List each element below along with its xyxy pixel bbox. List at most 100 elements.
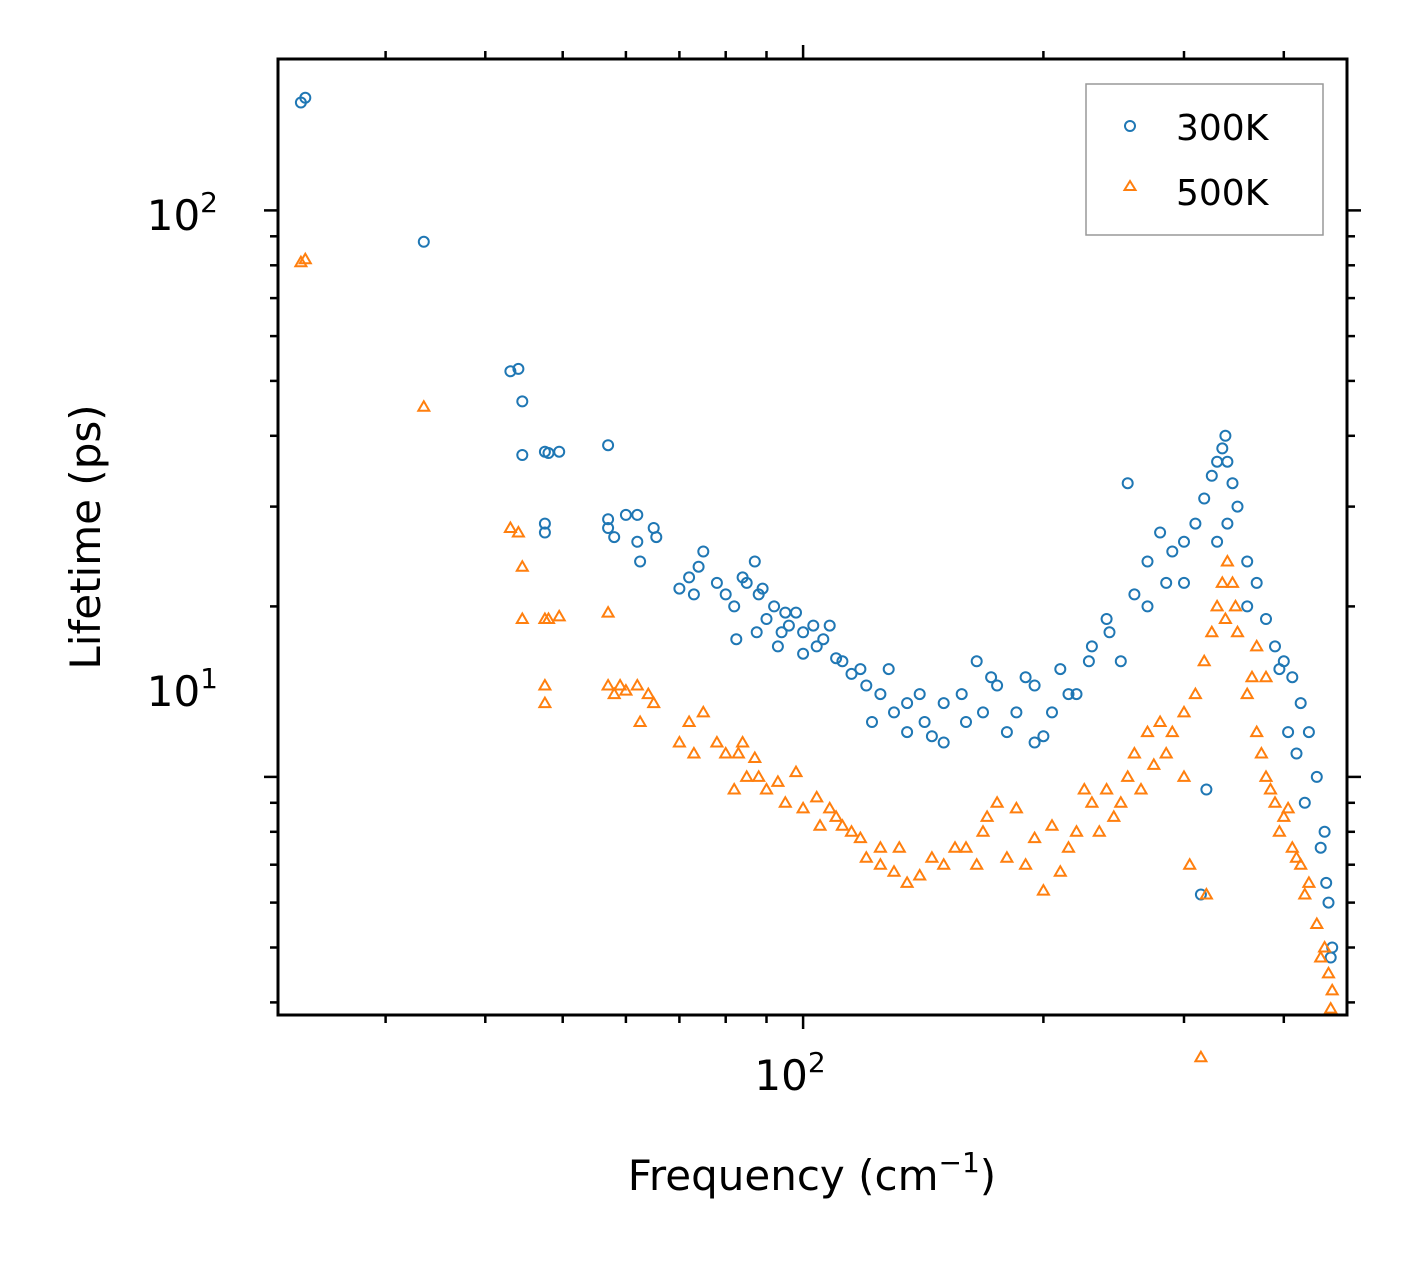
data-point-300K-28 [728,600,741,613]
data-point-500K-14 [606,686,622,700]
data-point-500K-2 [416,399,432,412]
data-point-500K-44 [969,857,984,870]
data-point-500K-59 [1188,686,1203,700]
data-point-500K-16 [618,683,634,696]
data-point-500K-76 [1317,940,1332,953]
data-point-300K-88 [1322,896,1335,909]
data-point-300K-58 [1037,730,1050,743]
data-point-300K-10 [538,517,551,530]
data-point-300K-43 [854,663,867,676]
data-point-500K-54 [1127,746,1142,759]
data-point-500K-8 [541,611,556,624]
data-point-300K-3 [504,365,517,378]
y-tick-10-exp: 1 [200,662,218,695]
legend: 300K 500K [1085,83,1324,236]
data-point-500K-101 [835,818,850,831]
data-point-500K-51 [1084,795,1100,808]
data-point-300K-112 [985,671,998,684]
data-point-500K-86 [1120,769,1135,782]
data-point-300K-92 [1121,477,1134,490]
data-point-300K-107 [1082,655,1095,668]
data-point-300K-22 [673,582,686,595]
data-point-500K-12 [600,605,616,618]
data-point-500K-67 [1239,686,1255,700]
data-point-500K-3 [503,520,518,533]
data-point-500K-43 [958,840,974,853]
data-point-500K-73 [1293,857,1308,870]
data-point-500K-31 [759,782,774,795]
data-point-300K-66 [1154,526,1167,539]
data-point-300K-119 [845,667,858,680]
data-point-500K-90 [1061,840,1076,853]
data-point-500K-107 [735,735,750,748]
data-point-500K-23 [686,746,702,759]
x-tick-100-base: 10 [754,1051,807,1100]
data-point-500K-56 [1152,714,1168,727]
data-point-300K-31 [748,555,761,568]
data-point-500K-110 [1244,669,1260,683]
data-point-300K-13 [602,513,615,526]
data-point-300K-52 [970,655,983,668]
data-point-500K-36 [844,824,859,837]
data-point-300K-40 [810,640,823,653]
data-point-300K-18 [631,535,644,548]
data-point-300K-85 [1302,726,1315,739]
data-point-300K-68 [1178,535,1190,548]
x-axis-label: Frequency (cm−1) [628,1146,996,1200]
data-point-300K-84 [1294,697,1307,710]
data-point-300K-95 [1273,663,1286,676]
data-point-500K-87 [1106,809,1122,822]
data-point-300K-65 [1141,555,1154,568]
svg-text:101: 101 [147,662,218,716]
data-point-500K-35 [828,809,844,822]
data-point-500K-30 [751,769,766,782]
data-point-300K-17 [631,508,644,521]
data-point-500K-61 [1204,624,1220,638]
data-point-300K-80 [1260,613,1272,625]
data-point-500K-80 [1199,887,1214,900]
data-point-300K-63 [1114,655,1127,668]
data-point-300K-103 [1211,535,1224,548]
data-point-300K-121 [817,633,830,646]
data-point-300K-54 [991,679,1004,692]
data-point-500K-102 [822,800,837,814]
data-point-500K-53 [1113,795,1129,808]
data-point-500K-17 [630,678,645,691]
data-point-300K-9 [553,445,566,458]
data-point-300K-125 [768,600,781,613]
data-point-500K-0 [293,254,309,268]
data-point-500K-74 [1301,875,1317,888]
data-point-300K-50 [937,697,950,710]
data-point-300K-71 [1205,469,1218,482]
data-point-300K-34 [760,613,773,625]
data-point-300K-113 [955,688,968,701]
data-point-500K-32 [778,795,793,808]
data-point-300K-127 [736,571,749,584]
data-point-500K-1 [298,251,313,265]
data-point-300K-4 [512,362,525,375]
data-point-500K-40 [899,875,915,888]
data-point-500K-112 [1263,782,1278,795]
data-point-500K-63 [1215,575,1230,588]
data-point-300K-15 [602,522,615,534]
data-point-300K-124 [775,626,788,639]
data-point-500K-117 [1313,950,1328,963]
data-point-500K-85 [1133,782,1149,795]
data-point-300K-1 [299,91,312,104]
data-point-300K-29 [730,633,743,646]
data-point-300K-91 [1200,783,1213,796]
data-point-300K-48 [913,688,926,701]
data-point-300K-64 [1128,588,1141,601]
data-point-300K-47 [901,726,914,739]
data-point-500K-84 [1146,757,1162,770]
data-point-500K-108 [1228,598,1243,612]
data-point-300K-123 [790,606,802,619]
data-point-500K-66 [1230,624,1245,638]
data-point-300K-76 [1226,477,1239,490]
data-point-500K-98 [892,840,907,853]
data-point-500K-15 [612,678,628,691]
data-point-300K-114 [937,736,950,749]
data-point-500K-72 [1285,840,1300,853]
data-point-500K-105 [770,774,786,787]
